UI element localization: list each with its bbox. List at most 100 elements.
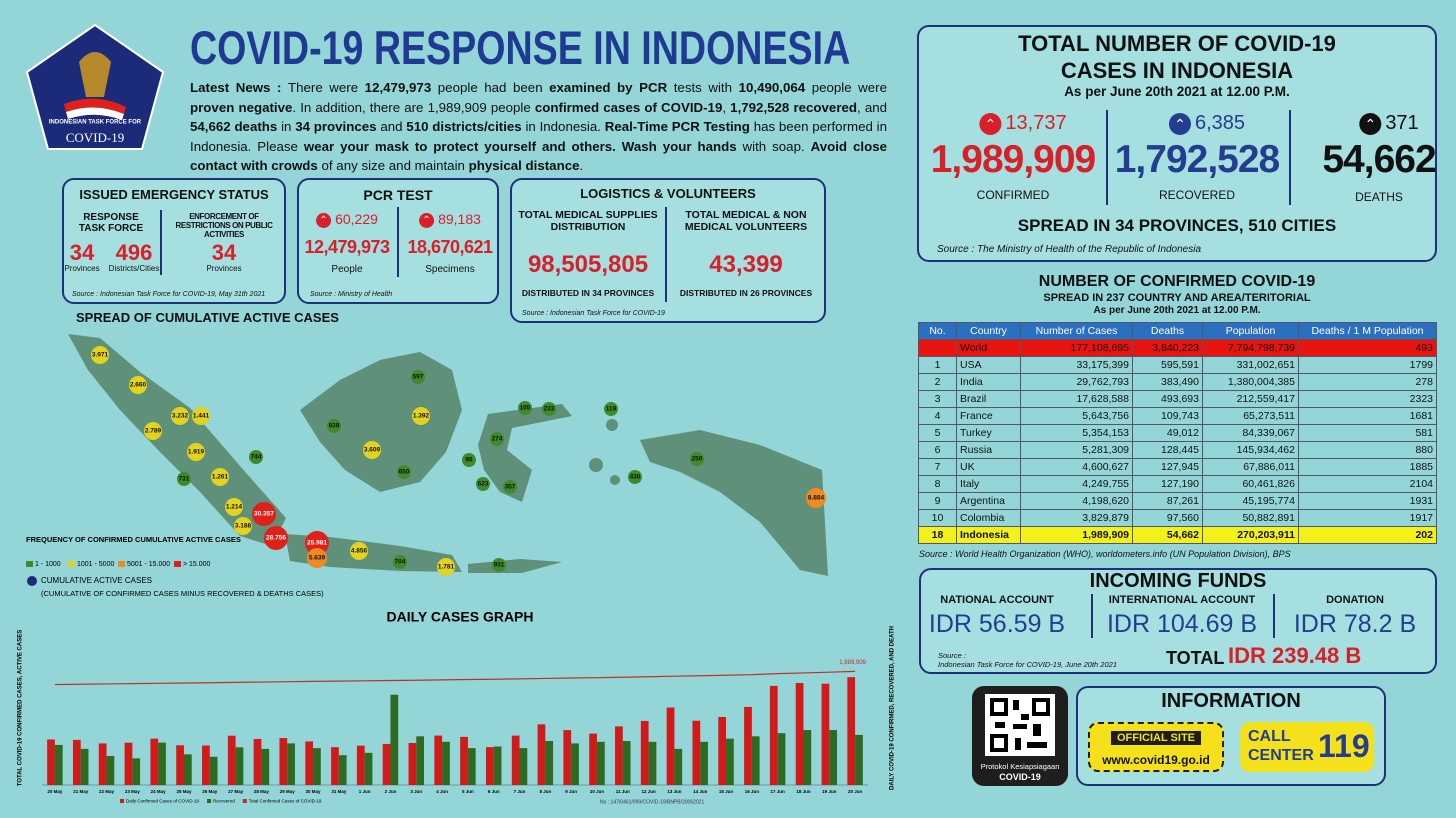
emergency-title: ISSUED EMERGENCY STATUS — [79, 187, 269, 202]
total-line — [54, 670, 856, 686]
legend2-label: CUMULATIVE ACTIVE CASES — [41, 576, 152, 585]
table-cell: Russia — [956, 441, 1021, 459]
source: Source : Ministry of Health — [310, 291, 393, 298]
bar — [700, 741, 708, 785]
bar — [803, 730, 812, 785]
source: Source : World Health Organization (WHO)… — [919, 549, 1291, 559]
news-segment: . In addition, there are — [292, 99, 428, 115]
x-tick-label: 5 Jun — [462, 789, 474, 794]
stat: 34 — [69, 240, 95, 265]
x-tick-label: 29 May — [280, 789, 296, 794]
table-cell: 278 — [1298, 373, 1437, 391]
logo-bottom: COVID-19 — [66, 130, 125, 145]
x-tick-label: 23 May — [125, 789, 141, 794]
stat-label: Provinces — [206, 264, 242, 273]
table-cell: 6 — [918, 441, 957, 459]
case-bubble — [305, 531, 329, 555]
chart-title: DAILY CASES GRAPH — [386, 609, 533, 625]
total-value: 54,662 — [1322, 138, 1436, 181]
bar — [622, 741, 631, 785]
logo-top: INDONESIAN TASK FORCE FOR — [49, 120, 142, 126]
bar — [98, 743, 107, 785]
case-bubble — [91, 346, 109, 364]
logo: INDONESIAN TASK FORCE FOR COVID-19 — [25, 23, 165, 150]
bar — [202, 745, 210, 785]
news-segment: Latest News : — [190, 80, 288, 95]
case-bubble — [437, 558, 455, 576]
table-cell: 331,002,651 — [1202, 356, 1299, 374]
bubble-label: 931 — [494, 562, 505, 569]
case-bubble — [350, 542, 368, 560]
table-cell: 8 — [918, 475, 957, 493]
pcr-value: 12,479,973 — [304, 237, 390, 257]
bubble-label: 1.392 — [413, 413, 430, 420]
table-cell: USA — [956, 356, 1021, 374]
case-bubble — [177, 472, 191, 486]
news-segment: 10,490,064 — [738, 80, 806, 95]
case-bubble — [252, 502, 276, 526]
case-bubble — [187, 443, 205, 461]
call-number[interactable]: 119 — [1318, 728, 1370, 764]
total-value: 1,792,528 — [1114, 138, 1281, 181]
column-header: Number of Cases — [1020, 322, 1133, 340]
table-cell: 270,203,911 — [1202, 526, 1299, 544]
table-cell: 127,190 — [1132, 475, 1203, 493]
table-cell: Brazil — [956, 390, 1021, 408]
news-segment: There were — [288, 80, 365, 95]
bar — [356, 745, 365, 785]
bar — [261, 748, 270, 785]
bar — [408, 742, 417, 785]
info-title: INFORMATION — [1161, 690, 1301, 712]
table-cell: 54,662 — [1132, 526, 1203, 544]
news-segment: confirmed cases of COVID-19 — [534, 99, 723, 115]
bubble-label: 3.188 — [235, 523, 252, 530]
table-cell: Italy — [956, 475, 1021, 493]
case-bubble — [264, 526, 288, 550]
case-bubble — [225, 498, 243, 516]
official-site[interactable] — [1088, 722, 1224, 772]
bar — [390, 694, 399, 785]
account-name: INTERNATIONAL ACCOUNT — [1108, 594, 1256, 606]
pcr-title: PCR TEST — [363, 187, 433, 203]
table-cell: 5,643,756 — [1020, 407, 1133, 425]
news-segment: wear your mask to protect yourself and o… — [303, 138, 737, 154]
news-segment: of any size and maintain — [317, 158, 469, 173]
call-label: CALL CENTER — [1248, 728, 1314, 764]
table-row: 2 India 29,762,793 383,490 1,380,004,385 278 — [918, 373, 1437, 391]
bar — [821, 683, 830, 785]
bar — [124, 742, 133, 785]
case-bubble — [249, 450, 263, 464]
bar — [176, 745, 184, 785]
x-tick-label: 1 Jun — [359, 789, 371, 794]
total-label: DEATHS — [1355, 190, 1403, 204]
call-center[interactable] — [1240, 722, 1374, 772]
bubble-label: 704 — [395, 559, 406, 566]
emergency-box — [62, 178, 286, 304]
bar — [769, 685, 778, 785]
bar — [795, 683, 804, 785]
map: 3.971 2.660 2.789 3.232 1.441 1.919 744 731 1.26… — [26, 334, 828, 598]
table-cell: 60,461,826 — [1202, 475, 1299, 493]
column-header: Deaths — [1132, 322, 1203, 340]
bar — [640, 720, 649, 785]
case-bubble — [518, 401, 532, 415]
account-amount: IDR 78.2 B — [1293, 610, 1417, 638]
bar — [744, 706, 752, 785]
bar — [47, 739, 55, 785]
news-segment: examined by PCR — [549, 80, 668, 95]
case-bubble — [476, 477, 490, 491]
up-icon: ⌃ — [1359, 112, 1382, 135]
table-cell: 84,339,067 — [1202, 424, 1299, 442]
table-cell: 383,490 — [1132, 373, 1203, 391]
case-bubble — [397, 465, 411, 479]
case-bubble — [234, 517, 252, 535]
x-tick-label: 18 Jun — [796, 789, 811, 794]
table-cell: 3,829,879 — [1020, 509, 1133, 527]
case-bubble — [806, 488, 826, 508]
x-tick-label: 13 Jun — [667, 789, 682, 794]
url[interactable]: www.covid19.go.id — [1102, 753, 1210, 767]
x-tick-label: 30 May — [306, 789, 322, 794]
logistics-item-title: TOTAL MEDICAL & NON MEDICAL VOLUNTEERS — [684, 209, 808, 233]
table-cell: 65,273,511 — [1202, 407, 1299, 425]
stat-label: Provinces — [64, 264, 100, 273]
